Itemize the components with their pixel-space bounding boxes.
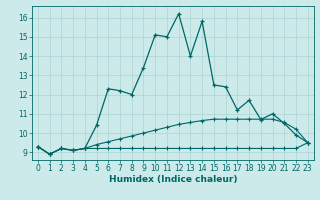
X-axis label: Humidex (Indice chaleur): Humidex (Indice chaleur) (108, 175, 237, 184)
